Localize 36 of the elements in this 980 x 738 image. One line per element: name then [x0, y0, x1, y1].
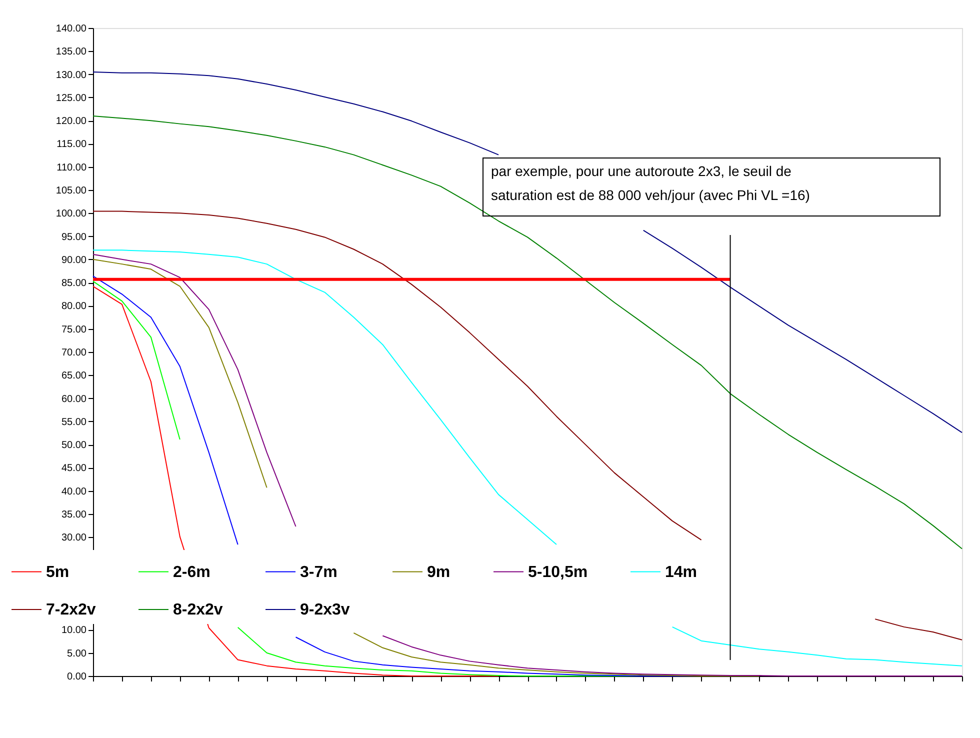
y-tick-label: 85.00: [61, 278, 87, 290]
y-tick-label: 135.00: [56, 46, 87, 58]
y-tick-label: 40.00: [61, 486, 87, 498]
y-tick-label: 75.00: [61, 324, 87, 336]
y-tick-label: 10.00: [61, 625, 87, 636]
y-tick-label: 70.00: [61, 348, 87, 358]
legend-label: 2-6m: [173, 564, 210, 581]
y-tick-label: 60.00: [61, 394, 87, 405]
legend-label: 7-2x2v: [46, 602, 96, 618]
y-tick-label: 130.00: [56, 70, 87, 81]
y-tick-label: 110.00: [56, 162, 87, 174]
y-tick-label: 65.00: [61, 370, 87, 382]
y-tick-label: 125.00: [56, 92, 87, 104]
legend-label: 9-2x3v: [300, 602, 350, 618]
y-tick-label: 120.00: [56, 116, 87, 128]
legend-label: 3-7m: [300, 564, 338, 581]
y-tick-label: 5.00: [67, 648, 87, 660]
y-tick-label: 115.00: [56, 139, 87, 150]
y-tick-label: 55.00: [61, 416, 87, 428]
annotation: par exemple, pour une autoroute 2x3, le seuil de saturation est de 88 000 veh/jour (avec Phi VL =16): [491, 163, 810, 203]
y-tick-label: 35.00: [61, 510, 87, 520]
legend-label: 8-2x2v: [173, 602, 223, 618]
legend-label: 5m: [46, 564, 70, 581]
legend-label: 9m: [427, 564, 450, 581]
y-tick-label: 45.00: [61, 463, 87, 474]
y-tick-label: 50.00: [61, 440, 87, 452]
y-tick-label: 90.00: [61, 254, 87, 266]
y-tick-label: 105.00: [56, 186, 87, 196]
legend-label: 5-10,5m: [528, 564, 588, 581]
y-tick-label: 30.00: [61, 532, 87, 544]
y-tick-label: 95.00: [61, 232, 87, 243]
y-tick-label: 0.00: [67, 672, 87, 682]
y-tick-label: 100.00: [56, 208, 87, 220]
y-tick-label: 80.00: [61, 301, 87, 312]
y-tick-label: 140.00: [56, 24, 87, 34]
legend-label: 14m: [665, 564, 698, 581]
